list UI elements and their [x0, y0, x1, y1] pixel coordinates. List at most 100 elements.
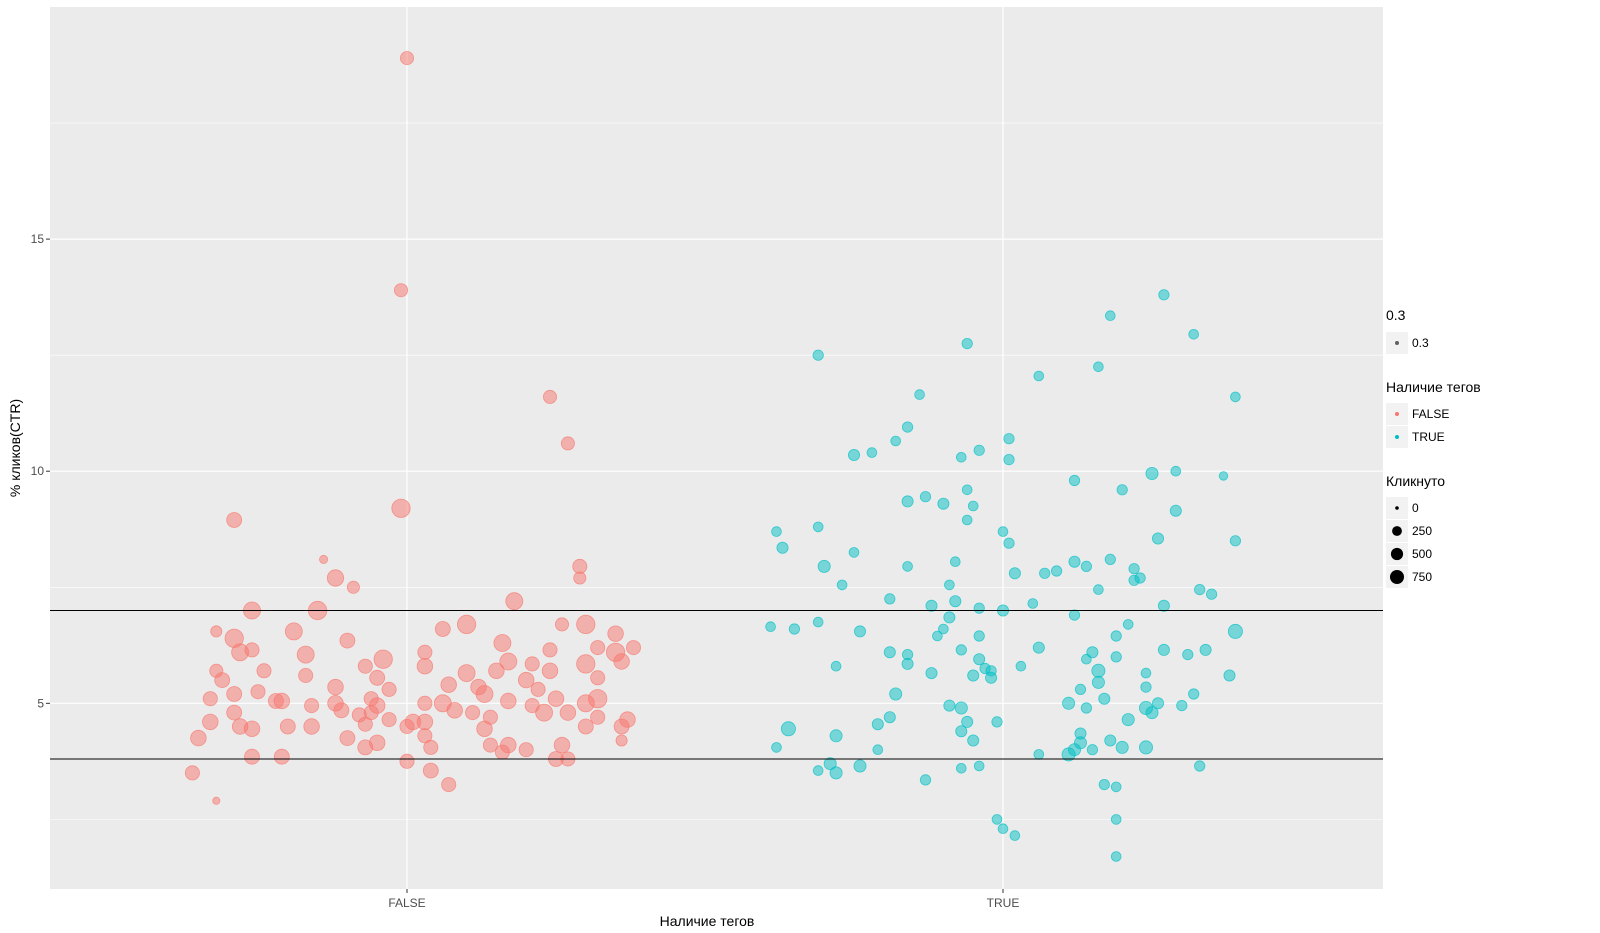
data-point-true	[866, 447, 878, 458]
data-point-false	[357, 739, 374, 756]
data-point-true	[1105, 310, 1116, 322]
data-point-true	[1152, 532, 1165, 545]
data-point-true	[1139, 740, 1154, 755]
data-point-false	[535, 703, 553, 722]
legend-label: 750	[1412, 570, 1432, 584]
data-point-false	[381, 712, 397, 728]
data-point-false	[202, 691, 218, 707]
data-point-false	[499, 652, 518, 671]
data-point-true	[1015, 660, 1027, 672]
data-point-true	[955, 725, 968, 738]
data-point-true	[1091, 675, 1105, 689]
legend-label: 0	[1412, 501, 1419, 515]
data-point-true	[961, 715, 974, 728]
data-point-false	[226, 512, 243, 528]
data-point-true	[1080, 702, 1093, 714]
data-point-false	[226, 686, 243, 702]
data-point-false	[339, 632, 356, 649]
data-point-true	[1068, 609, 1081, 621]
data-point-false	[303, 718, 320, 735]
data-point-false	[273, 748, 290, 765]
data-point-true	[943, 699, 956, 712]
data-point-true	[954, 701, 968, 715]
data-point-false	[267, 693, 284, 709]
data-point-true	[925, 599, 938, 612]
data-point-false	[518, 742, 534, 758]
data-point-false	[417, 644, 433, 660]
data-point-false	[423, 739, 439, 755]
data-point-true	[1176, 699, 1188, 712]
data-point-false	[576, 654, 596, 674]
data-point-true	[1145, 706, 1159, 720]
data-point-false	[399, 719, 415, 735]
data-point-false	[441, 777, 457, 793]
legend-key-symbol	[1395, 435, 1399, 439]
legend-label: 500	[1412, 547, 1432, 561]
data-point-false	[326, 569, 345, 587]
data-point-false	[553, 736, 571, 754]
data-point-false	[256, 663, 272, 679]
data-point-true	[1115, 740, 1129, 754]
data-point-false	[524, 656, 540, 672]
data-point-true	[1091, 663, 1106, 678]
data-point-true	[1062, 696, 1076, 710]
data-point-false	[399, 51, 414, 66]
x-tick-label: TRUE	[987, 896, 1020, 910]
data-point-false	[373, 649, 393, 669]
data-point-true	[1182, 648, 1194, 661]
y-axis: 5 10 15	[31, 232, 50, 710]
data-point-false	[339, 730, 356, 746]
data-point-true	[1068, 474, 1081, 487]
data-point-true	[1074, 683, 1087, 696]
legend: 0.3 0.3 Наличие тегов FALSE TRUE Кликнуто 0 250…	[1386, 307, 1481, 588]
data-point-true	[973, 630, 985, 642]
data-point-true	[829, 766, 843, 780]
data-point-false	[369, 669, 386, 686]
data-point-false	[456, 614, 477, 635]
data-point-true	[901, 657, 914, 670]
data-point-true	[901, 421, 914, 433]
data-point-true	[1068, 555, 1081, 568]
y-tick-label: 5	[37, 696, 44, 710]
data-point-true	[1229, 535, 1242, 547]
data-point-true	[997, 526, 1009, 537]
data-point-false	[547, 690, 565, 707]
data-point-true	[967, 734, 980, 747]
data-point-true	[973, 444, 985, 456]
data-point-true	[967, 669, 980, 682]
data-point-true	[1003, 537, 1015, 549]
data-point-true	[1158, 289, 1170, 301]
data-point-false	[607, 625, 624, 642]
data-point-true	[1098, 778, 1110, 791]
data-point-true	[1152, 697, 1165, 710]
data-point-true	[937, 497, 950, 510]
legend-key-symbol	[1395, 341, 1399, 345]
data-point-false	[381, 681, 397, 697]
data-point-true	[1206, 588, 1218, 600]
data-point-true	[883, 711, 896, 724]
data-point-false	[284, 622, 303, 641]
data-point-true	[1080, 560, 1093, 573]
data-point-false	[212, 796, 221, 805]
data-point-false	[577, 718, 594, 735]
data-point-true	[1104, 734, 1117, 747]
data-point-true	[836, 579, 848, 591]
data-point-true	[848, 448, 861, 461]
data-point-true	[1121, 713, 1135, 727]
data-point-false	[298, 668, 314, 684]
data-point-true	[812, 349, 824, 361]
data-point-true	[1199, 643, 1212, 656]
data-point-true	[890, 435, 901, 447]
data-point-true	[823, 757, 837, 771]
data-point-true	[1110, 851, 1122, 862]
data-point-true	[932, 630, 943, 642]
data-point-true	[1116, 484, 1128, 496]
legend-title: 0.3	[1386, 307, 1406, 323]
legend-key-symbol	[1392, 526, 1402, 536]
data-point-true	[1033, 749, 1045, 760]
data-point-true	[949, 595, 962, 608]
data-point-true	[1128, 574, 1140, 586]
data-point-true	[901, 495, 914, 508]
data-point-true	[1081, 653, 1092, 665]
